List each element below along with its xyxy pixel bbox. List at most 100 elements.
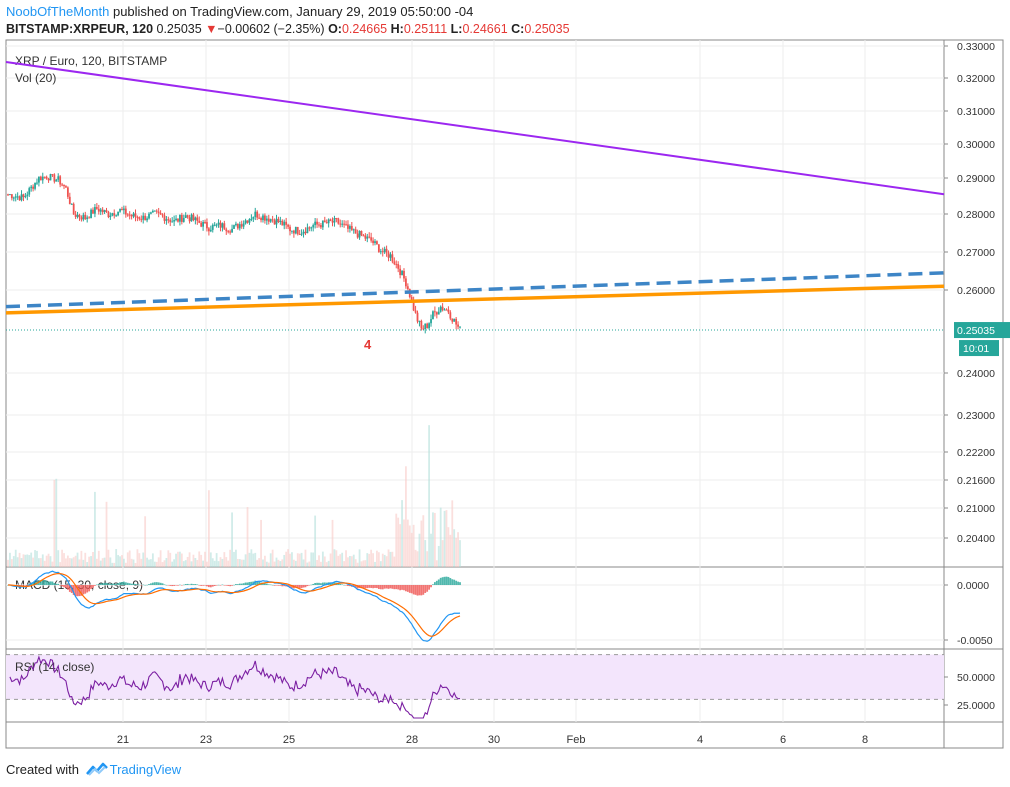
candle-body — [379, 251, 382, 253]
macd-hist-bar — [300, 585, 303, 589]
candle-body — [360, 230, 363, 236]
macd-hist-bar — [128, 583, 131, 585]
candle-body — [430, 319, 432, 324]
macd-hist-bar — [397, 585, 400, 590]
volume-bar — [65, 558, 67, 567]
candle-body — [250, 218, 253, 220]
macd-hist-bar — [88, 585, 91, 592]
author-link[interactable]: NoobOfTheMonth — [6, 4, 110, 19]
candle-body — [447, 309, 450, 313]
macd-hist-bar — [167, 585, 170, 586]
macd-hist-bar — [92, 585, 94, 588]
macd-hist-bar — [273, 585, 276, 586]
macd-hist-bar — [109, 583, 112, 585]
volume-bar — [221, 558, 224, 567]
candle-body — [395, 264, 398, 266]
volume-bar — [140, 558, 143, 567]
volume-bar — [445, 510, 448, 567]
volume-bar — [327, 560, 330, 567]
macd-hist-bar — [337, 583, 340, 585]
volume-bar — [372, 553, 374, 567]
candle-body — [144, 215, 147, 221]
macd-histogram — [7, 576, 461, 597]
candle-body — [414, 310, 417, 313]
candle-body — [424, 323, 427, 329]
volume-bar — [117, 555, 120, 567]
candle-body — [121, 208, 123, 211]
candle-body — [90, 209, 92, 219]
macd-tick-label: -0.0050 — [957, 635, 993, 647]
volume-bar — [430, 533, 432, 567]
volume-bar — [262, 559, 264, 567]
volume-bar — [144, 516, 147, 567]
candle-body — [68, 196, 71, 205]
macd-hist-bar — [339, 584, 342, 585]
tradingview-brand[interactable]: TradingView — [109, 762, 182, 777]
macd-hist-bar — [225, 585, 228, 586]
macd-hist-bar — [430, 585, 432, 588]
volume-bar — [393, 556, 396, 567]
volume-bar — [66, 555, 69, 567]
candle-body — [389, 254, 392, 258]
candle-body — [132, 213, 135, 217]
price-chart[interactable]: 21 23 25 28 30 Feb 4 6 8 0.33000 0.32000 0.31000 0.3… — [0, 0, 1010, 760]
macd-tick-label: 0.0000 — [957, 580, 989, 592]
volume-bar — [248, 552, 251, 567]
candle-body — [320, 225, 322, 228]
volume-bar — [223, 552, 226, 567]
candle-body — [51, 174, 54, 176]
volume-bar — [287, 549, 289, 567]
macd-hist-bar — [117, 583, 120, 585]
candle-body — [14, 196, 17, 198]
candle-body — [211, 224, 214, 230]
macd-hist-bar — [45, 580, 48, 585]
candle-body — [343, 223, 346, 225]
candle-body — [236, 223, 239, 229]
low-value: 0.24661 — [462, 22, 508, 36]
candle-body — [455, 318, 458, 325]
macd-hist-bar — [240, 583, 243, 585]
macd-hist-bar — [405, 585, 407, 592]
volume-bar — [279, 561, 282, 567]
volume-bar — [240, 559, 243, 567]
macd-hist-bar — [376, 585, 378, 589]
macd-hist-bar — [242, 583, 245, 585]
volume-bar — [459, 540, 461, 567]
candle-body — [401, 270, 403, 275]
candle-body — [219, 222, 222, 228]
candle-body — [366, 236, 369, 239]
candle-body — [53, 174, 56, 182]
volume-bar — [95, 558, 98, 567]
volume-bar — [103, 557, 106, 567]
volume-bar — [148, 559, 150, 567]
candle-body — [146, 218, 148, 221]
candle-body — [103, 210, 106, 213]
volume-bar — [207, 490, 210, 567]
macd-hist-bar — [221, 584, 224, 586]
volume-bar — [451, 500, 454, 567]
volume-bar — [138, 553, 141, 567]
candle-body — [26, 194, 29, 197]
macd-hist-bar — [130, 583, 133, 585]
candle-body — [329, 219, 332, 222]
macd-hist-bar — [345, 585, 347, 586]
candle-body — [397, 264, 400, 269]
candle-body — [109, 215, 112, 218]
macd-hist-bar — [66, 585, 69, 590]
macd-hist-bar — [418, 585, 421, 596]
candle-body — [405, 278, 407, 287]
volume-bar — [304, 549, 307, 567]
candle-body — [279, 220, 282, 223]
volume-bar — [289, 553, 291, 567]
candle-body — [10, 194, 13, 199]
macd-hist-bar — [323, 582, 326, 585]
macd-hist-bar — [217, 584, 220, 586]
volume-bar — [457, 532, 459, 567]
candle-body — [399, 268, 402, 275]
macd-hist-bar — [206, 585, 208, 587]
candle-body — [39, 176, 42, 181]
macd-hist-bar — [198, 585, 201, 586]
volume-bar — [285, 551, 288, 567]
candle-body — [260, 218, 262, 221]
down-arrow-icon: ▼ — [205, 22, 218, 36]
